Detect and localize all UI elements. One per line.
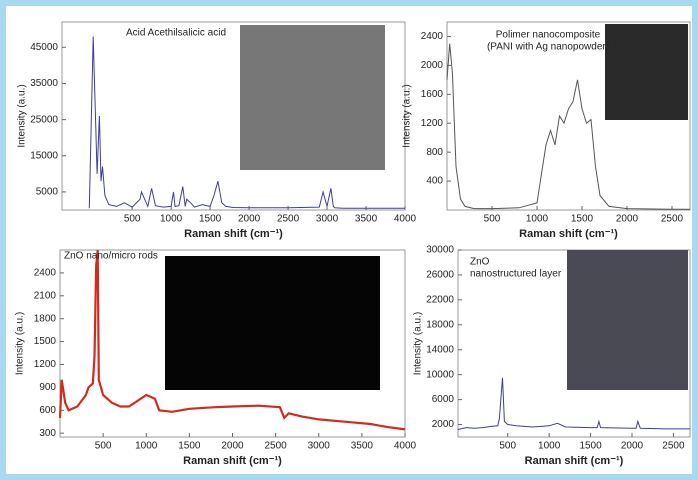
inset-image — [165, 256, 380, 390]
x-axis-label: Raman shift (cm⁻¹) — [183, 455, 282, 467]
x-tick-label: 3000 — [308, 441, 331, 452]
chart-title: ZnO nano/micro rods — [64, 251, 158, 262]
x-tick-label: 500 — [95, 441, 112, 452]
y-tick-label: 6000 — [432, 394, 455, 405]
x-axis-label: Raman shift (cm⁻¹) — [184, 228, 283, 240]
y-tick-label: 300 — [39, 428, 56, 439]
x-tick-label: 2500 — [661, 214, 684, 225]
y-tick-label: 35000 — [30, 78, 58, 89]
x-tick-label: 2000 — [621, 441, 644, 452]
x-tick-label: 2000 — [616, 214, 639, 225]
y-tick-label: 18000 — [426, 319, 454, 330]
y-axis-label: Intensity (a.u.) — [15, 312, 26, 375]
y-tick-label: 1200 — [421, 118, 444, 129]
y-tick-label: 2000 — [432, 419, 455, 430]
x-tick-label: 500 — [124, 214, 141, 225]
x-tick-label: 1000 — [538, 441, 561, 452]
y-tick-label: 900 — [39, 382, 56, 393]
y-tick-label: 30000 — [426, 245, 454, 256]
y-tick-label: 1800 — [34, 313, 57, 324]
inset-image — [605, 24, 688, 120]
spectrum-line — [58, 249, 406, 431]
x-tick-label: 2500 — [662, 441, 685, 452]
y-tick-label: 800 — [426, 147, 443, 158]
x-tick-label: 500 — [484, 214, 501, 225]
x-tick-label: 3500 — [351, 441, 374, 452]
y-tick-label: 2100 — [34, 290, 57, 301]
chart-title: nanostructured layer — [470, 269, 562, 280]
spectrum-line — [457, 377, 690, 430]
chart-title: (PANI with Ag nanopowder) — [487, 42, 609, 53]
y-tick-label: 26000 — [426, 270, 454, 281]
x-tick-label: 1500 — [579, 441, 602, 452]
x-tick-label: 3500 — [355, 214, 378, 225]
x-axis-label: Raman shift (cm⁻¹) — [519, 228, 618, 240]
chart-title: ZnO — [470, 257, 490, 268]
spectrum-line — [446, 43, 690, 210]
x-tick-label: 3000 — [316, 214, 339, 225]
chart-title: Acid Acethilsalicic acid — [126, 28, 226, 39]
y-axis-label: Intensity (a.u.) — [17, 84, 28, 147]
y-tick-label: 45000 — [30, 42, 58, 53]
x-tick-label: 1500 — [199, 214, 222, 225]
y-tick-label: 1200 — [34, 359, 57, 370]
y-tick-label: 10000 — [426, 369, 454, 380]
x-tick-label: 1000 — [526, 214, 549, 225]
y-tick-label: 1500 — [34, 336, 57, 347]
y-tick-label: 600 — [39, 405, 56, 416]
x-tick-label: 2000 — [238, 214, 261, 225]
x-tick-label: 2500 — [277, 214, 300, 225]
y-tick-label: 22000 — [426, 295, 454, 306]
x-axis-label: Raman shift (cm⁻¹) — [525, 455, 624, 467]
inset-image — [240, 25, 385, 170]
x-tick-label: 4000 — [394, 441, 417, 452]
y-tick-label: 2400 — [34, 268, 57, 279]
y-tick-label: 14000 — [426, 344, 454, 355]
spectrum-line — [88, 36, 405, 209]
x-tick-label: 1000 — [160, 214, 183, 225]
chart-title: Polimer nanocomposite — [496, 30, 601, 41]
x-tick-label: 1000 — [135, 441, 158, 452]
x-tick-label: 4000 — [394, 214, 417, 225]
y-axis-label: Intensity (a.u.) — [402, 84, 413, 147]
x-tick-label: 2500 — [265, 441, 288, 452]
y-tick-label: 25000 — [30, 114, 58, 125]
y-tick-label: 15000 — [30, 150, 58, 161]
x-tick-label: 1500 — [178, 441, 201, 452]
y-tick-label: 2000 — [421, 60, 444, 71]
inset-image — [567, 250, 688, 390]
x-tick-label: 1500 — [571, 214, 594, 225]
y-tick-label: 1600 — [421, 89, 444, 100]
y-axis-label: Intensity (a.u.) — [413, 312, 424, 375]
x-tick-label: 2000 — [221, 441, 244, 452]
y-tick-label: 2400 — [421, 31, 444, 42]
y-tick-label: 5000 — [36, 187, 59, 198]
x-tick-label: 500 — [499, 441, 516, 452]
y-tick-label: 400 — [426, 176, 443, 187]
